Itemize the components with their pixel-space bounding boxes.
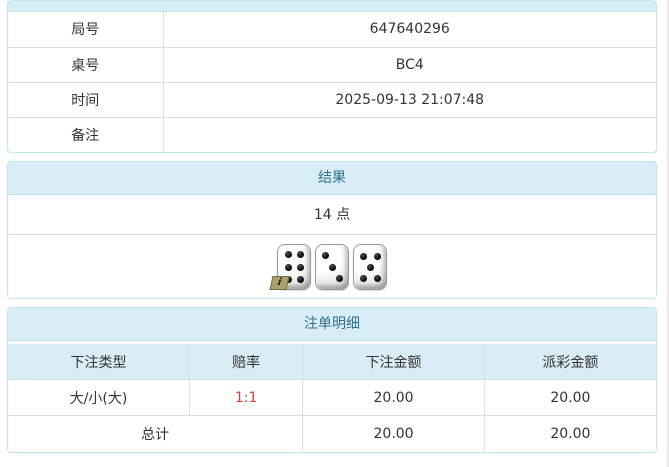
total-label-cell: 总计: [8, 415, 303, 452]
table-row-remark: 备注: [8, 116, 656, 152]
bet-amount-cell: 20.00: [302, 379, 485, 416]
table-id-value: BC4: [163, 46, 656, 82]
bet-type-cell: 大/小(大): [8, 379, 190, 416]
game-info-header-strip: [8, 1, 656, 12]
bet-details-title: 注单明细: [8, 308, 656, 341]
window-right-edge: [667, 0, 669, 467]
total-row: 总计 20.00 20.00: [8, 415, 656, 452]
table-id-label: 桌号: [8, 46, 164, 82]
remark-label: 备注: [8, 116, 164, 152]
bet-header-row: 下注类型 赔率 下注金额 派彩金额: [8, 341, 656, 380]
column-header-bet-amount: 下注金额: [302, 341, 485, 380]
bet-payout-cell: 20.00: [483, 379, 656, 416]
page-content: 局号 647640296 桌号 BC4 时间 2025-09-13 21:07:…: [7, 0, 657, 461]
game-info-table: 局号 647640296 桌号 BC4 时间 2025-09-13 21:07:…: [8, 12, 656, 152]
column-header-odds: 赔率: [188, 341, 303, 380]
game-info-panel: 局号 647640296 桌号 BC4 时间 2025-09-13 21:07:…: [7, 0, 657, 153]
dice-row: i: [8, 235, 656, 298]
bet-odds-cell: 1:1: [188, 379, 303, 416]
time-label: 时间: [8, 81, 164, 117]
die-five-icon: [353, 243, 387, 290]
bet-details-panel: 注单明细 下注类型 赔率 下注金额 派彩金额 大/小(大) 1:1 20.00: [7, 307, 657, 453]
result-panel: 结果 14 点 i: [7, 161, 657, 299]
bet-details-table: 下注类型 赔率 下注金额 派彩金额 大/小(大) 1:1 20.00 20.00…: [8, 341, 656, 452]
info-icon[interactable]: i: [269, 275, 290, 290]
bet-row: 大/小(大) 1:1 20.00 20.00: [8, 379, 656, 416]
die-three-icon: [315, 243, 349, 290]
column-header-bet-type: 下注类型: [8, 341, 190, 380]
total-payout-cell: 20.00: [483, 415, 656, 452]
table-row-round: 局号 647640296: [8, 12, 656, 47]
round-number-label: 局号: [8, 12, 164, 47]
result-points: 14 点: [8, 195, 656, 235]
table-row-time: 时间 2025-09-13 21:07:48: [8, 81, 656, 117]
table-row-table-id: 桌号 BC4: [8, 46, 656, 82]
result-panel-title: 结果: [8, 162, 656, 195]
die-six-icon[interactable]: i: [269, 243, 311, 290]
round-number-value: 647640296: [369, 21, 450, 38]
column-header-payout-amount: 派彩金额: [483, 341, 656, 380]
time-value: 2025-09-13 21:07:48: [163, 81, 656, 117]
remark-value: [163, 116, 656, 152]
total-bet-cell: 20.00: [302, 415, 485, 452]
